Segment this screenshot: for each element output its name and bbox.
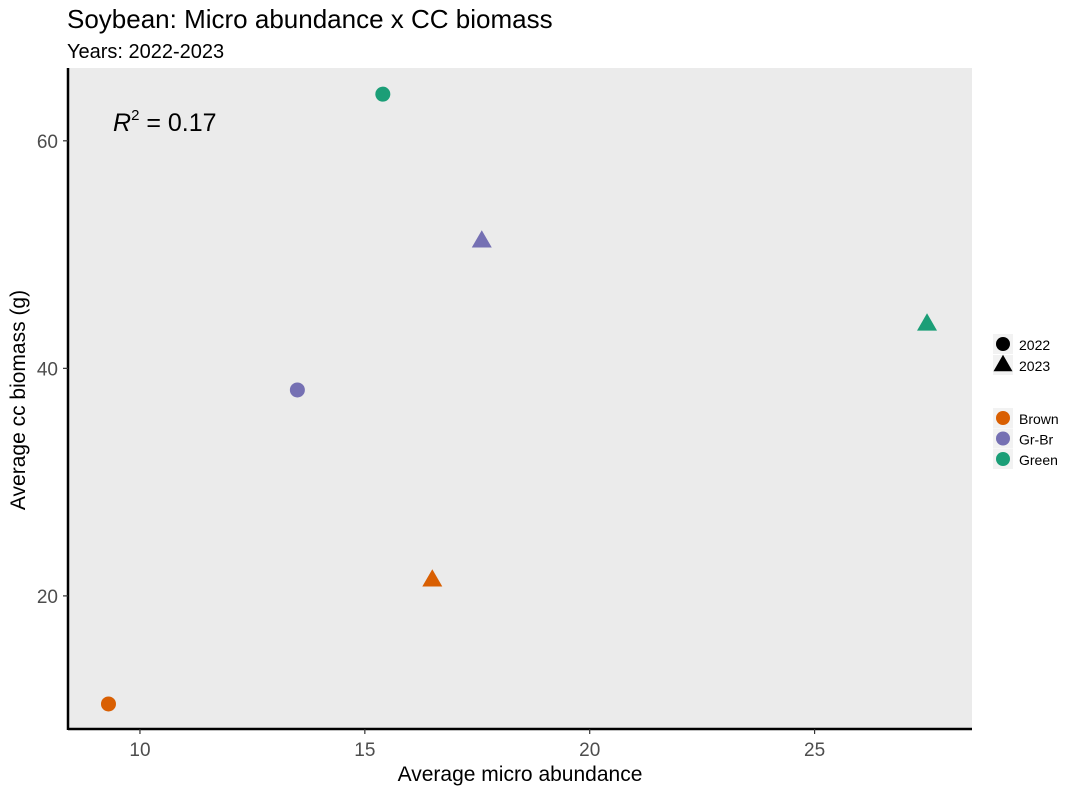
legend-color-icon bbox=[996, 452, 1010, 466]
legend-label-group: Gr-Br bbox=[1019, 432, 1054, 448]
data-point-green-2022 bbox=[375, 86, 391, 102]
plot-panel bbox=[68, 68, 972, 729]
r-superscript: 2 bbox=[131, 107, 139, 124]
data-point-gr-br-2022 bbox=[289, 382, 305, 398]
data-point-brown-2023 bbox=[422, 569, 443, 587]
y-axis-title: Average cc biomass (g) bbox=[7, 290, 30, 510]
legend-color-icon bbox=[996, 411, 1010, 425]
legend-label-group: Brown bbox=[1019, 411, 1059, 427]
axis-ticks: 10 15 20 25 20 40 60 bbox=[37, 132, 825, 761]
x-tick-label: 25 bbox=[804, 740, 825, 761]
r-symbol: R bbox=[113, 109, 131, 137]
x-tick-label: 10 bbox=[129, 740, 150, 761]
y-tick-label: 60 bbox=[37, 132, 58, 153]
legend-circle-icon bbox=[996, 337, 1010, 351]
chart-title: Soybean: Micro abundance x CC biomass bbox=[67, 4, 553, 34]
chart-subtitle: Years: 2022-2023 bbox=[67, 41, 224, 63]
x-tick-label: 15 bbox=[354, 740, 375, 761]
data-point-brown-2022 bbox=[100, 696, 116, 712]
legend-label-year: 2022 bbox=[1019, 337, 1050, 353]
legend-color-icon bbox=[996, 431, 1010, 446]
y-tick-label: 40 bbox=[37, 359, 58, 380]
r-squared-value: = 0.17 bbox=[139, 109, 216, 137]
legend-label-group: Green bbox=[1019, 452, 1058, 468]
data-point-gr-br-2023 bbox=[471, 230, 492, 248]
legend-triangle-icon bbox=[993, 354, 1013, 372]
y-tick-label: 20 bbox=[37, 587, 58, 608]
data-points bbox=[100, 86, 938, 712]
legend-label-year: 2023 bbox=[1019, 358, 1050, 374]
data-point-green-2023 bbox=[917, 313, 938, 331]
x-tick-label: 20 bbox=[579, 740, 600, 761]
legend: 2022 2023 Brown Gr-Br Green bbox=[993, 334, 1059, 469]
r-squared-annotation: R2 = 0.17 bbox=[113, 107, 217, 137]
x-axis-title: Average micro abundance bbox=[398, 763, 643, 786]
